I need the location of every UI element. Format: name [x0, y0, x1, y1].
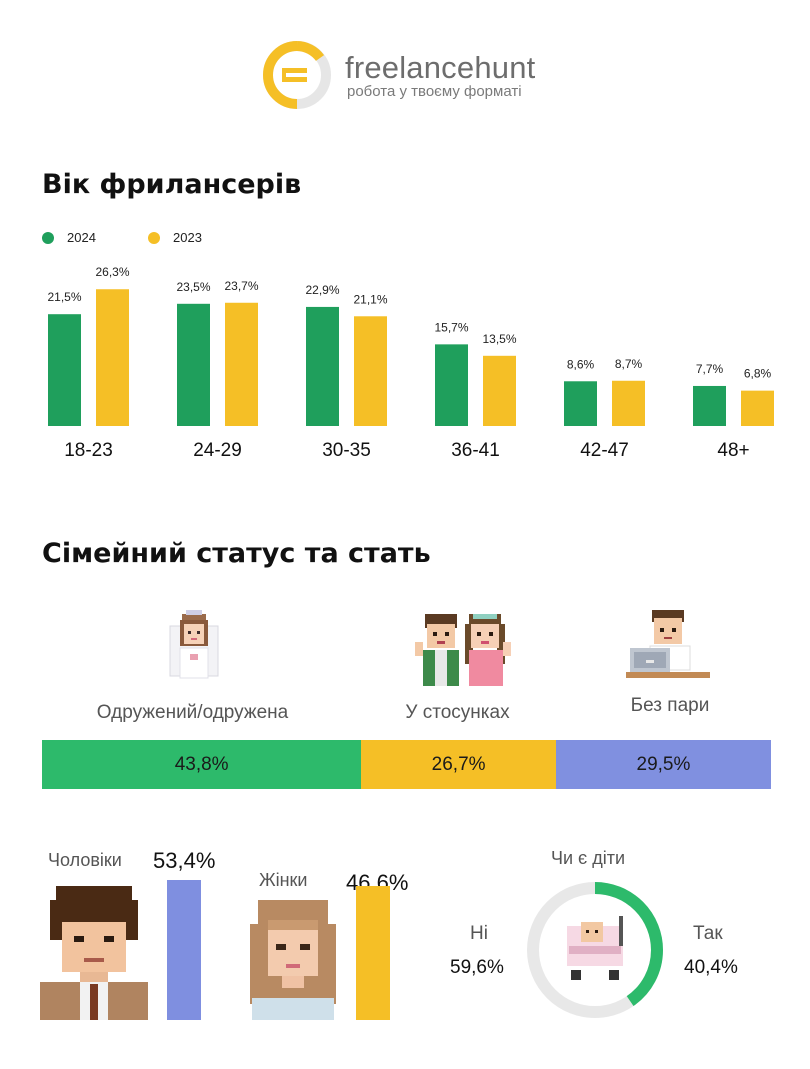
laptop-man-pixel-icon	[626, 610, 710, 678]
status-segment-single: 29,5%	[555, 740, 771, 789]
bride-pixel-icon	[169, 610, 219, 679]
bar-2023-24-29	[225, 302, 258, 426]
brand-tagline: робота у твоєму форматі	[347, 83, 522, 100]
family-section-title: Сімейний статус та стать	[42, 538, 431, 569]
legend-label-2023: 2023	[173, 230, 202, 245]
kids-yes-label: Так	[693, 923, 723, 944]
kids-yes-value: 40,4%	[684, 957, 738, 978]
category-label-42-47: 42-47	[580, 440, 629, 461]
bar-2024-36-41	[435, 344, 468, 426]
category-label-30-35: 30-35	[322, 440, 371, 461]
legend-label-2024: 2024	[67, 230, 96, 245]
legend-dot-2024	[42, 231, 54, 244]
category-label-36-41: 36-41	[451, 440, 500, 461]
status-value-single: 29,5%	[636, 753, 691, 775]
women-label: Жінки	[259, 870, 308, 890]
men-label: Чоловіки	[48, 850, 122, 870]
legend-item-2023: 2023	[148, 230, 202, 245]
women-bar	[356, 885, 390, 1020]
couple-pixel-icon	[415, 614, 511, 686]
bar-label-2023-18-23: 26,3%	[95, 265, 129, 279]
men-bar	[167, 880, 201, 1020]
brand-name: freelancehunt	[345, 50, 536, 85]
bar-2024-18-23	[48, 314, 81, 426]
status-label-married: Одружений/одружена	[96, 702, 289, 723]
status-label-single: Без пари	[630, 695, 710, 716]
bar-2024-30-35	[306, 306, 339, 426]
woman-pixel-icon	[250, 900, 336, 1020]
bar-label-2023-48+: 6,8%	[744, 367, 772, 381]
bar-label-2023-24-29: 23,7%	[224, 279, 258, 293]
kids-title: Чи є діти	[551, 848, 626, 868]
bar-2023-36-41	[483, 355, 516, 426]
kids-donut-chart	[527, 882, 663, 1018]
category-label-48+: 48+	[717, 440, 749, 461]
baby-stroller-pixel-icon	[567, 916, 623, 980]
status-value-relationship: 26,7%	[431, 753, 486, 775]
bar-2023-48+	[741, 390, 774, 426]
bar-2024-24-29	[177, 303, 210, 426]
bar-2024-42-47	[564, 381, 597, 426]
bar-2023-30-35	[354, 316, 387, 426]
bar-label-2024-18-23: 21,5%	[47, 290, 81, 304]
bar-label-2024-36-41: 15,7%	[434, 320, 468, 334]
bar-label-2023-42-47: 8,7%	[615, 357, 643, 371]
donut-segment-yes	[527, 882, 663, 1018]
bar-label-2024-30-35: 22,9%	[305, 283, 339, 297]
bar-2023-18-23	[96, 289, 129, 426]
bar-label-2023-30-35: 21,1%	[353, 292, 387, 306]
category-label-18-23: 18-23	[64, 440, 113, 461]
status-segment-relationship: 26,7%	[361, 740, 556, 789]
freelancehunt-logo-icon	[263, 41, 331, 109]
bar-2024-48+	[693, 385, 726, 426]
men-value: 53,4%	[153, 848, 216, 873]
legend-dot-2023	[148, 231, 160, 244]
bar-label-2024-24-29: 23,5%	[176, 280, 210, 294]
bar-label-2024-42-47: 8,6%	[567, 357, 595, 371]
age-section-title: Вік фрилансерів	[42, 169, 302, 200]
legend-item-2024: 2024	[42, 230, 96, 245]
man-pixel-icon	[40, 886, 148, 1020]
kids-no-label: Ні	[470, 923, 488, 944]
bar-2023-42-47	[612, 380, 645, 426]
bar-label-2023-36-41: 13,5%	[482, 332, 516, 346]
category-label-24-29: 24-29	[193, 440, 242, 461]
status-segment-married: 43,8%	[42, 740, 362, 789]
age-bar-chart: 21,5% 26,3% 18-23 23,5% 23,7% 24-29 22,9% 21,1%…	[47, 265, 774, 461]
kids-no-value: 59,6%	[450, 957, 504, 978]
family-status-stacked-bar: 43,8% 26,7% 29,5%	[42, 740, 771, 789]
bar-label-2024-48+: 7,7%	[696, 362, 724, 376]
status-value-married: 43,8%	[174, 753, 229, 775]
status-label-relationship: У стосунках	[405, 702, 510, 723]
